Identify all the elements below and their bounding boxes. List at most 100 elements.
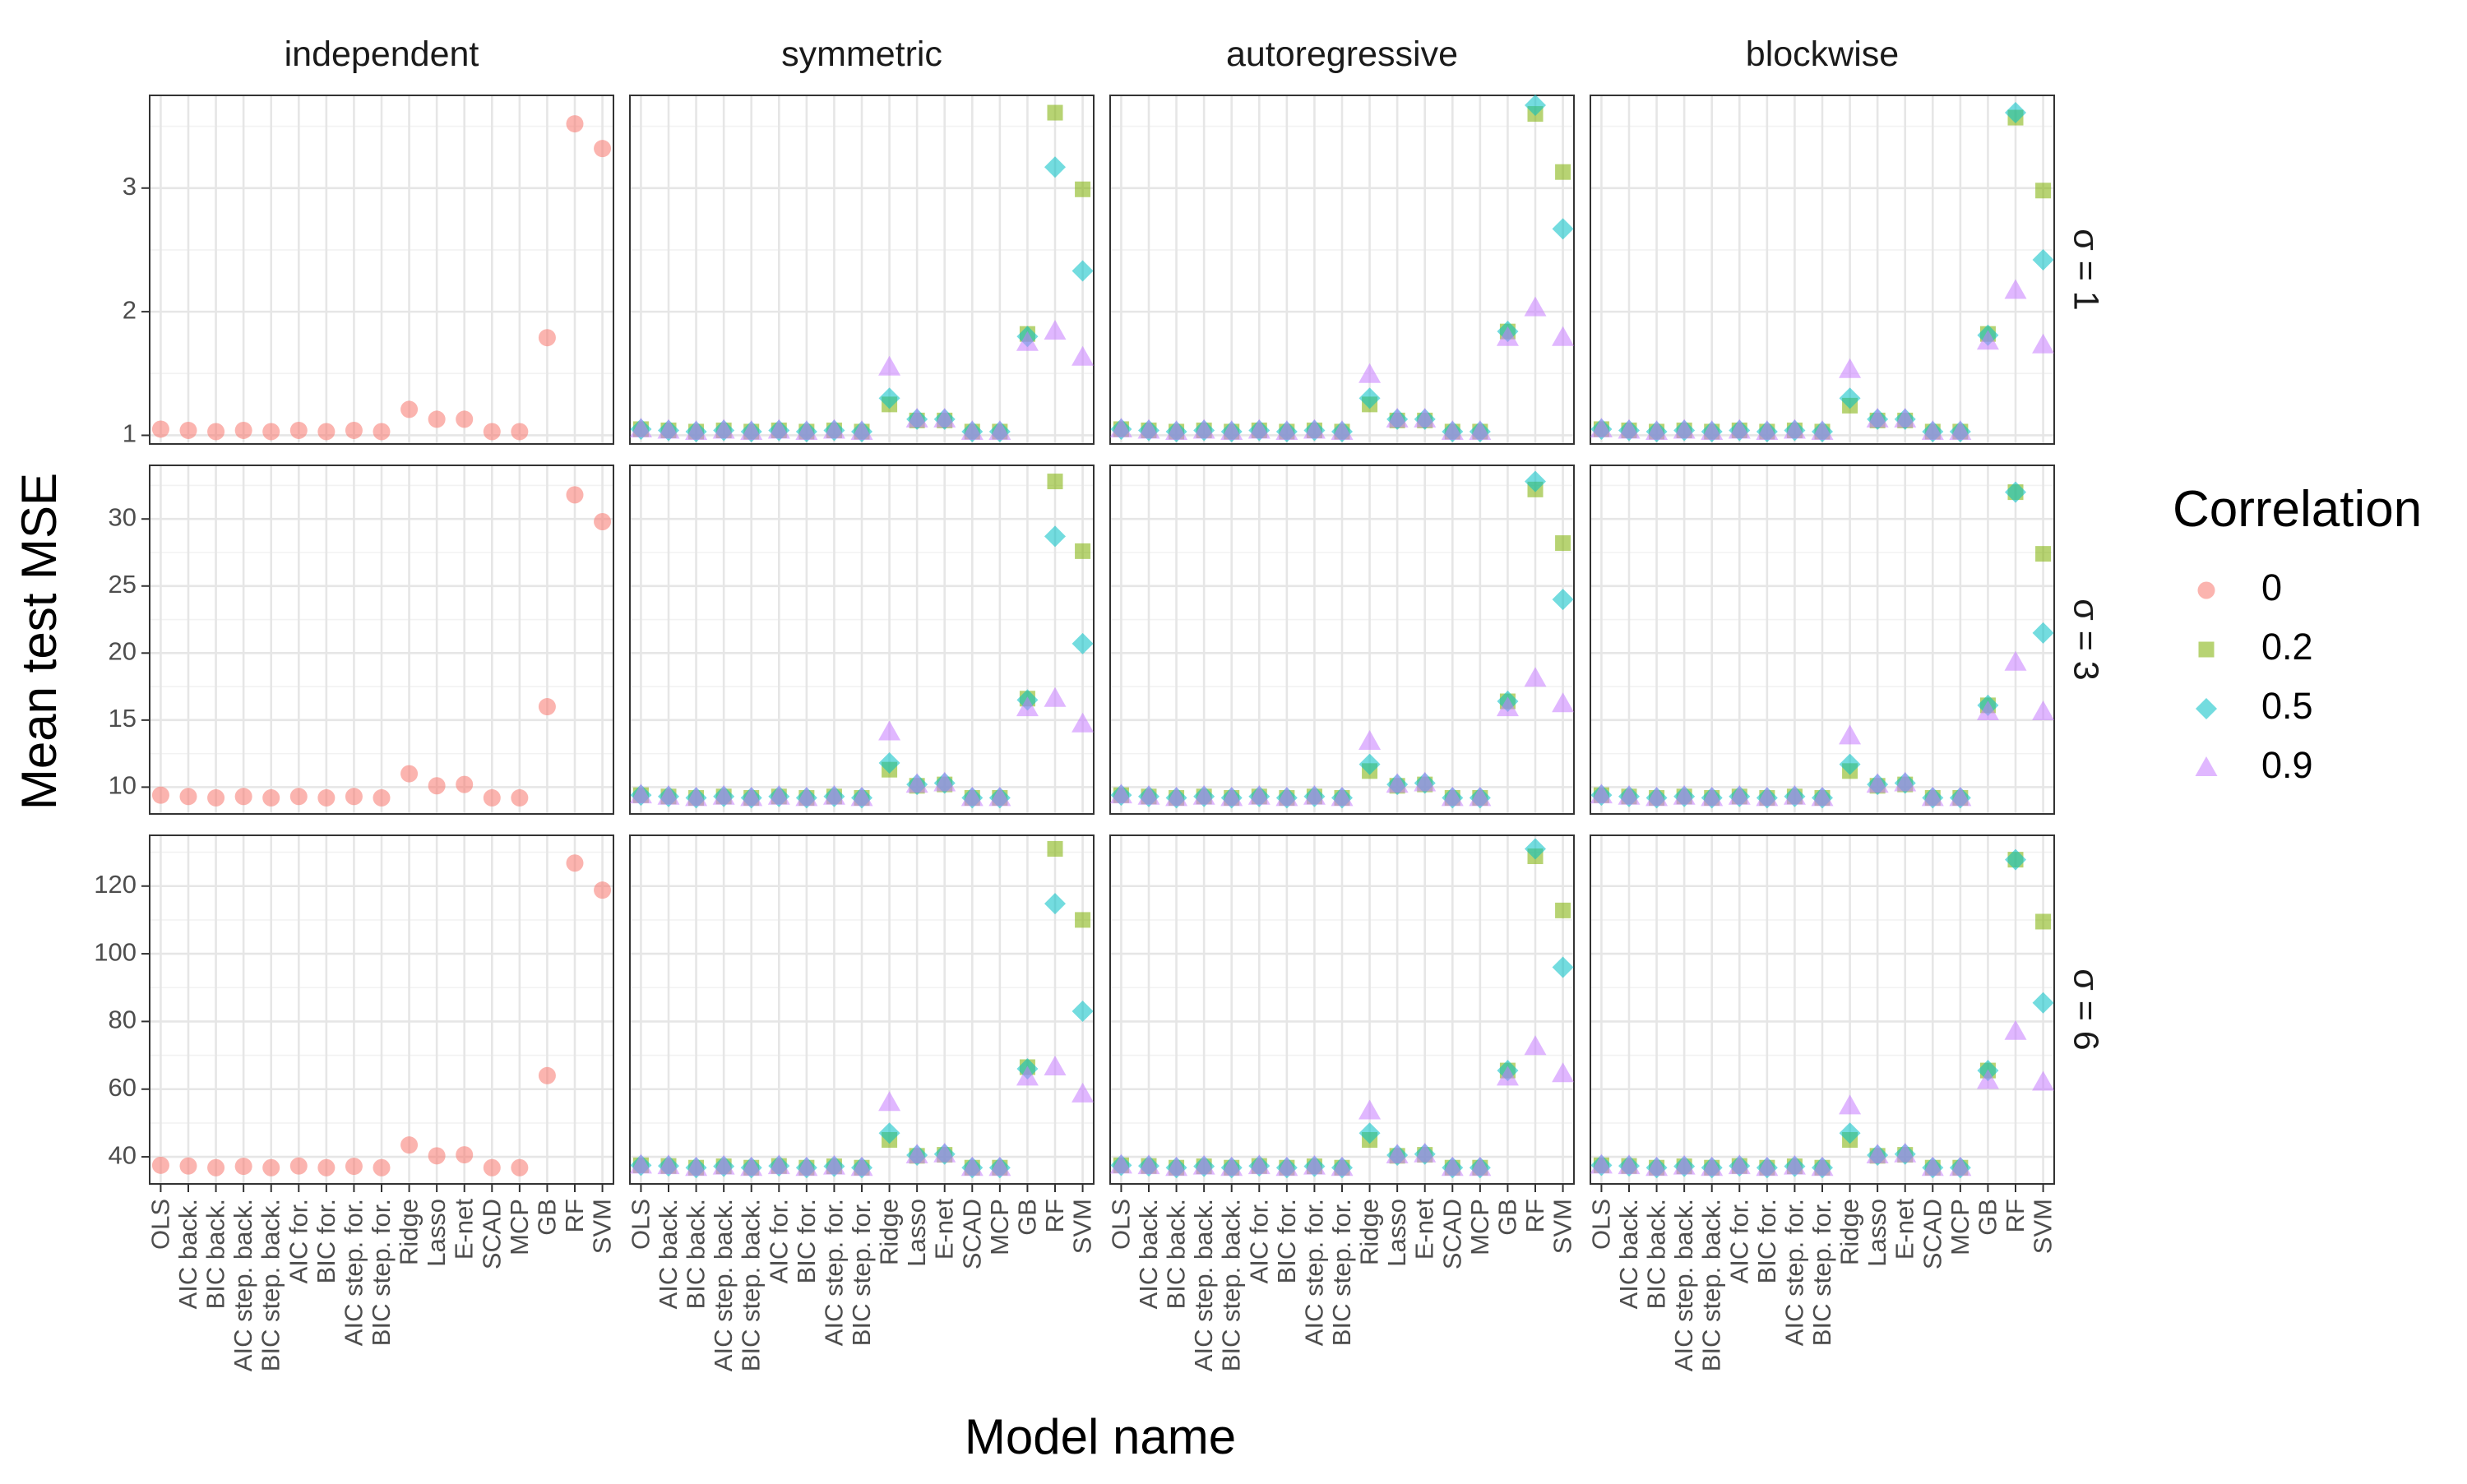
x-tick-label-BIC step. back.: BIC step. back. (1217, 1199, 1246, 1371)
x-tick-label-E-net: E-net (930, 1199, 959, 1260)
point-0-SCAD (483, 423, 501, 441)
point-0.9-GB (1976, 700, 1999, 721)
point-0.9-AIC back. (1618, 418, 1641, 439)
point-0-SVM (594, 512, 612, 530)
point-0.2-SVM (1555, 164, 1571, 180)
point-0.9-GB (1496, 1066, 1519, 1086)
points-autoregressive-row-3 (1109, 838, 1575, 1179)
x-tick-label-OLS: OLS (146, 1199, 174, 1250)
point-0.9-AIC step. for. (1783, 418, 1806, 439)
point-0-OLS (151, 420, 169, 438)
x-tick-label-SVM: SVM (2029, 1199, 2057, 1254)
panel-autoregressive-row-3 (1109, 834, 1575, 1185)
panel-autoregressive-row-1 (1109, 95, 1575, 445)
y-tick-label-3: 3 (123, 172, 137, 201)
x-tick-label-Ridge: Ridge (395, 1199, 424, 1265)
x-tick-label-MCP: MCP (985, 1199, 1014, 1255)
y-tick-label-120: 120 (94, 870, 137, 899)
panel-blockwise-row-1 (1590, 95, 2055, 445)
point-0.9-OLS (1590, 784, 1613, 804)
point-0.9-AIC for. (767, 418, 790, 439)
point-0.9-MCP (1469, 786, 1492, 807)
x-tick-label-AIC step. back.: AIC step. back. (229, 1199, 257, 1371)
point-0-OLS (151, 1156, 169, 1174)
panel-symmetric-row-3 (629, 834, 1095, 1185)
point-0-BIC step. for. (373, 788, 391, 807)
point-0-MCP (511, 1158, 529, 1177)
point-0.9-AIC for. (1247, 784, 1271, 805)
y-tick-label-15: 15 (109, 704, 137, 733)
point-0.9-AIC for. (767, 1154, 790, 1175)
point-0-RF (566, 486, 584, 504)
panel-autoregressive-row-2 (1109, 465, 1575, 815)
x-tick-label-E-net: E-net (1410, 1199, 1439, 1260)
point-0.9-SVM (1072, 1082, 1095, 1103)
point-0.9-OLS (1109, 784, 1132, 804)
x-tick-label-Lasso: Lasso (1863, 1199, 1891, 1267)
point-0.9-AIC for. (1247, 418, 1271, 439)
point-0.9-AIC back. (1137, 784, 1160, 805)
y-tick-label-60: 60 (109, 1073, 137, 1102)
x-tick-label-OLS: OLS (626, 1199, 655, 1250)
point-0.9-BIC for. (1756, 419, 1779, 440)
point-0.9-Ridge (1358, 363, 1382, 383)
point-0.9-Lasso (1386, 1144, 1409, 1164)
point-0.9-RF (1524, 667, 1547, 687)
x-tick-label-AIC step. for.: AIC step. for. (339, 1199, 368, 1346)
point-0-BIC for. (317, 1158, 336, 1177)
point-0.2-RF (1047, 474, 1063, 490)
point-0.9-SCAD (960, 1156, 984, 1177)
point-0.5-RF (1044, 525, 1066, 548)
point-0.9-BIC step. back. (1220, 419, 1243, 440)
x-tick-label-OLS: OLS (1106, 1199, 1135, 1250)
panel-blockwise-row-3 (1590, 834, 2055, 1185)
point-0.9-MCP (1469, 1156, 1492, 1177)
x-tick-label-AIC step. back.: AIC step. back. (709, 1199, 738, 1371)
point-0-BIC back. (207, 788, 225, 807)
point-0-AIC step. back. (234, 1158, 252, 1176)
x-tick-label-GB: GB (1493, 1199, 1521, 1236)
point-0-AIC for. (289, 421, 308, 439)
point-0.9-MCP (1949, 419, 1972, 440)
points-blockwise-row-1 (1590, 102, 2055, 442)
column-strip-blockwise: blockwise (1746, 35, 1899, 74)
point-0.9-AIC back. (1137, 418, 1160, 439)
point-0.9-SCAD (1921, 786, 1944, 807)
point-0.9-AIC for. (1728, 784, 1751, 805)
point-0.5-Ridge (1358, 753, 1381, 775)
point-0.5-Ridge (1839, 387, 1861, 409)
panel-independent-row-2 (149, 465, 614, 815)
x-tick-label-AIC back.: AIC back. (1614, 1199, 1643, 1309)
points-independent-row-1 (151, 115, 612, 441)
point-0.9-Lasso (1866, 773, 1889, 793)
point-0.9-E-net (933, 771, 956, 792)
point-0.9-MCP (988, 419, 1011, 440)
points-blockwise-row-2 (1590, 481, 2055, 809)
legend-label-0: 0 (2261, 566, 2282, 608)
column-strip-symmetric: symmetric (781, 35, 942, 74)
point-0.9-E-net (1414, 407, 1437, 428)
x-tick-label-MCP: MCP (1946, 1199, 1974, 1255)
point-0.9-AIC step. back. (1673, 1154, 1696, 1175)
point-0.5-RF (2005, 102, 2026, 124)
point-0-AIC step. back. (234, 421, 252, 439)
point-0.5-SVM (2032, 622, 2054, 644)
point-0-E-net (456, 1146, 474, 1164)
point-0.9-BIC step. for. (850, 1156, 873, 1177)
point-0.9-SCAD (960, 786, 984, 807)
y-tick-label-80: 80 (109, 1006, 137, 1034)
point-0.9-E-net (1414, 1142, 1437, 1163)
point-0.9-RF (2004, 279, 2027, 299)
point-0-OLS (151, 786, 169, 804)
panel-independent-row-3 (149, 834, 614, 1185)
point-0-Ridge (400, 1136, 419, 1154)
point-0.9-MCP (988, 1156, 1011, 1177)
point-0.9-BIC back. (1645, 786, 1669, 807)
point-0.9-AIC step. back. (712, 1154, 735, 1175)
point-0.5-RF (1525, 95, 1546, 117)
point-0.9-E-net (1894, 407, 1917, 428)
point-0.9-Lasso (1866, 407, 1889, 428)
x-tick-label-BIC back.: BIC back. (201, 1199, 230, 1309)
point-0.9-Lasso (1386, 407, 1409, 428)
